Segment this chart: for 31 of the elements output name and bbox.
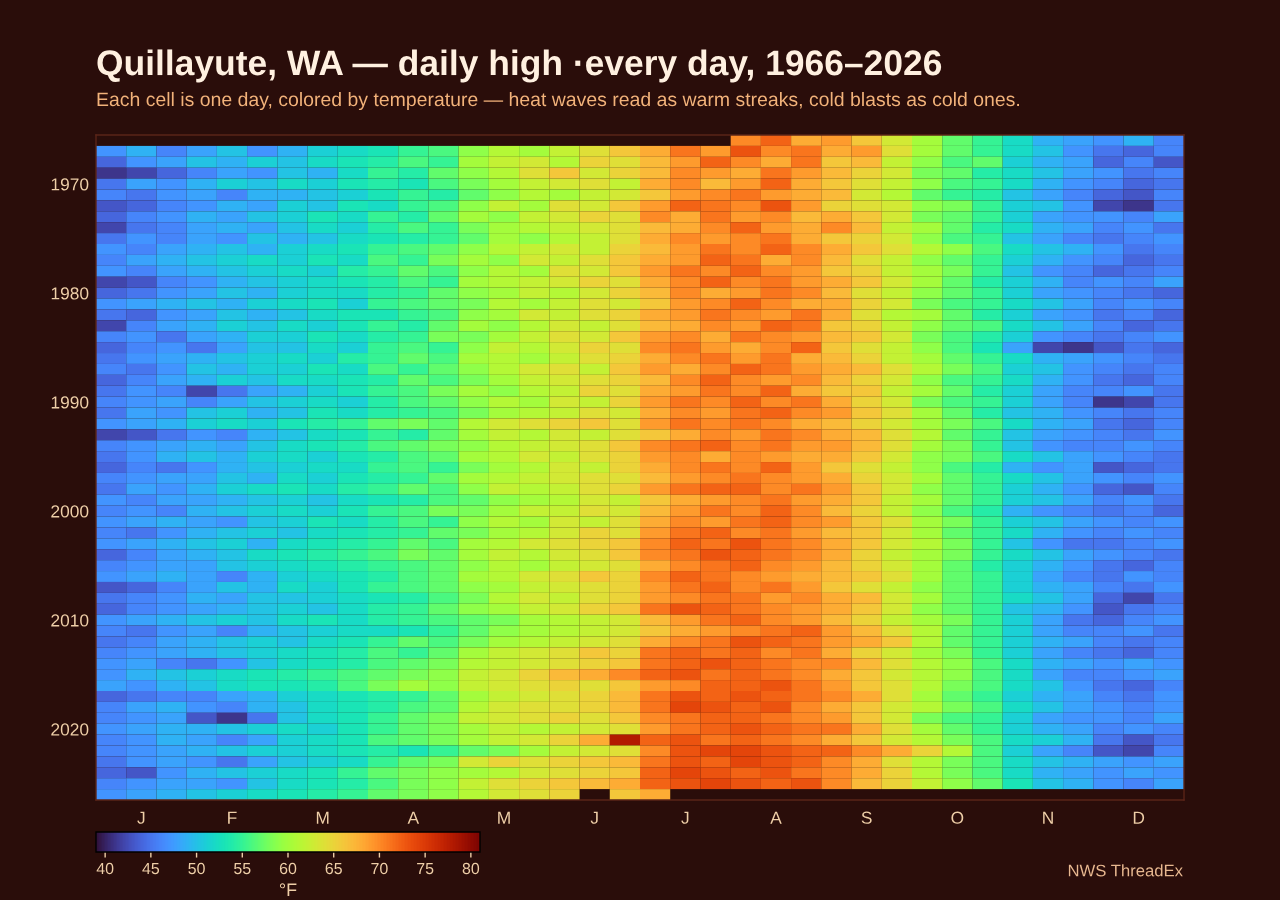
y-tick-label: 1980: [51, 287, 89, 300]
x-tick-label: O: [951, 811, 964, 824]
text: NWS ThreadEx: [1068, 864, 1183, 877]
x-tick-label: D: [1133, 811, 1145, 824]
chart-title: Quillayute, WA — daily high ·every day, 1966–2026: [97, 49, 942, 83]
chart-subtitle: Each cell is one day, colored by temperature — heat waves read as warm streaks, cold blasts as cold ones.: [97, 91, 1020, 111]
color-bar-label: 75: [417, 863, 434, 875]
x-tick-label: J: [590, 811, 598, 824]
y-tick-label: 1990: [51, 396, 89, 409]
x-tick-label: N: [1043, 811, 1053, 824]
color-bar-label: 50: [188, 862, 205, 875]
y-tick-label: 2020: [51, 723, 89, 736]
color-bar-label: 65: [325, 862, 342, 875]
y-tick-label: 1970: [51, 178, 89, 191]
y-tick-label: 2000: [51, 505, 89, 518]
color-bar-label: 70: [371, 862, 388, 875]
x-tick-label: M: [498, 811, 510, 824]
x-tick-label: A: [407, 811, 420, 824]
x-tick-label: F: [228, 811, 237, 824]
x-tick-label: M: [316, 811, 329, 824]
y-tick-label: 2010: [51, 614, 89, 627]
color-bar-title: °F: [279, 883, 297, 896]
color-bar-label: 40: [96, 862, 114, 875]
color-bar-label: 80: [462, 862, 480, 875]
x-tick-label: S: [861, 811, 872, 824]
x-tick-label: A: [770, 811, 782, 824]
x-tick-label: J: [681, 811, 689, 824]
color-bar-label: 60: [279, 862, 297, 875]
color-bar-label: 55: [234, 863, 251, 875]
color-bar-label: 45: [142, 863, 160, 875]
x-tick-label: J: [137, 811, 145, 824]
